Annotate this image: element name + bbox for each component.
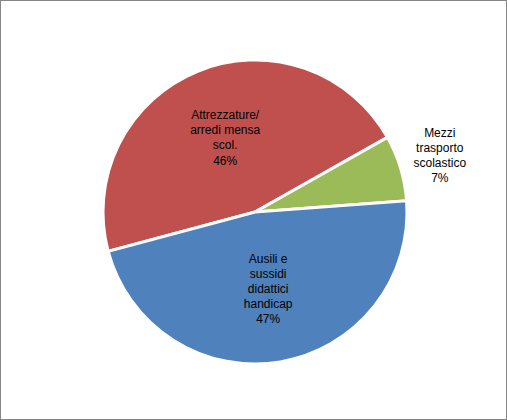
category-label: Attrezzature/arredi mensascol. xyxy=(190,108,260,152)
category-label-line: sussidi xyxy=(250,267,287,281)
data-label: 7% xyxy=(431,171,449,185)
pie-group xyxy=(103,60,407,364)
category-label-line: Mezzi xyxy=(424,126,455,140)
category-label-line: scolastico xyxy=(413,156,466,170)
category-label: Mezzitrasportoscolastico xyxy=(413,126,466,170)
data-label: 47% xyxy=(256,312,280,326)
category-label-line: Attrezzature/ xyxy=(191,108,260,122)
category-label-line: didattici xyxy=(248,282,289,296)
category-label-line: arredi mensa xyxy=(190,123,260,137)
pie-slice xyxy=(108,201,407,364)
category-label-line: scol. xyxy=(213,138,238,152)
labels-group: Attrezzature/arredi mensascol.46% Mezzitr… xyxy=(190,108,466,326)
chart-svg: Attrezzature/arredi mensascol.46% Mezzitr… xyxy=(0,0,507,420)
chart-frame xyxy=(1,1,507,420)
data-label: 46% xyxy=(213,153,237,167)
category-label: Ausili esussidididatticihandicap xyxy=(244,252,293,311)
pie-slice xyxy=(255,137,407,212)
category-label-line: trasporto xyxy=(416,141,464,155)
category-label-line: Ausili e xyxy=(249,252,288,266)
category-label-line: handicap xyxy=(244,297,293,311)
